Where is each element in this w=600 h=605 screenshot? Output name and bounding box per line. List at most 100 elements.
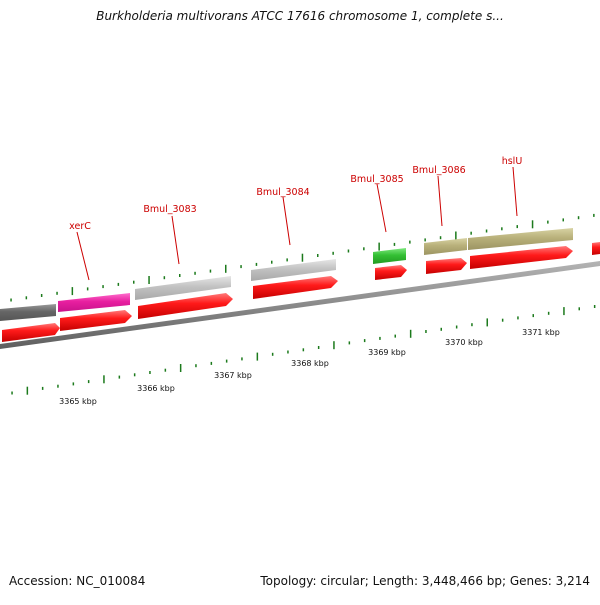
cds-arrow-xerC[interactable] [60,310,132,331]
outer-tick-mark [163,276,166,280]
ruler-tick-mark [118,375,121,379]
ruler-tick-mark [578,307,580,311]
outer-tick-mark [516,225,518,229]
outer-tick-mark [301,253,304,262]
leader-Bmul-3083 [171,215,180,265]
ruler-tick-mark [394,334,396,338]
outer-tick-mark [271,260,273,264]
leader-hslU [512,166,518,217]
accession-text: Accession: NC_010084 [9,574,146,588]
ruler-tick-mark [333,341,335,350]
outer-tick-mark [393,242,396,246]
gene-label-Bmul-3083[interactable]: Bmul_3083 [143,204,196,215]
cds-arrow-1[interactable] [2,323,60,342]
gene-labels: xerC Bmul_3083 Bmul_3084 Bmul_3085 Bmul_… [69,156,522,232]
ruler-tick-mark [379,336,381,340]
cds-track [2,242,600,342]
gene-label-Bmul-3086[interactable]: Bmul_3086 [412,165,465,176]
ruler-tick-mark [363,339,366,343]
ruler-tick-mark [563,307,565,316]
outer-tick-track [10,213,595,302]
outer-tick-mark [71,287,74,296]
ruler-tick-mark [486,318,488,327]
gene-label-xerC[interactable]: xerC [69,221,91,232]
feature-block-xerC[interactable] [58,293,130,312]
outer-tick-mark [455,231,457,240]
ruler-tick-mark [57,384,59,388]
feature-block-hslU[interactable] [468,228,573,250]
outer-tick-mark [148,276,150,284]
outer-tick-mark [501,227,503,231]
outer-tick-mark [255,262,258,266]
ruler-tick-mark [179,364,182,372]
cds-arrow-Bmul-3086[interactable] [426,258,467,274]
feature-track [0,228,573,321]
cds-arrow-Bmul-3085[interactable] [375,265,407,280]
genome-stats-text: Topology: circular; Length: 3,448,466 bp… [260,574,590,588]
outer-tick-mark [378,242,380,251]
ruler-tick-mark [471,323,473,327]
ruler-tick-mark [501,318,504,322]
ruler-tick-mark [164,368,167,372]
ruler-labels: 3365 kbp 3366 kbp 3367 kbp 3368 kbp 3369… [59,328,560,406]
gene-label-Bmul-3085[interactable]: Bmul_3085 [350,174,403,185]
ruler-tick-mark [287,350,289,354]
feature-block-Bmul-3086[interactable] [424,238,467,255]
outer-tick-mark [593,213,595,217]
outer-tick-mark [194,271,196,275]
ruler-tick-mark [455,325,458,329]
ruler-tick-mark [517,316,519,320]
ruler-tick-mark [72,382,75,386]
ruler-label-3368: 3368 kbp [291,359,329,368]
cds-arrow-hslU[interactable] [470,246,573,269]
outer-tick-mark [485,229,488,233]
ruler-tick-mark [256,352,259,361]
outer-tick-mark [225,264,227,273]
ruler-label-3367: 3367 kbp [214,371,252,380]
ruler-tick-track [11,305,596,395]
leader-xerC [76,231,90,281]
chromosome-backbone [0,261,600,349]
ruler-tick-mark [440,327,442,331]
feature-block-Bmul-3083[interactable] [135,276,231,300]
gene-label-leaders [76,166,518,281]
outer-tick-mark [56,291,58,295]
ruler-tick-mark [409,329,412,338]
cds-arrow-right-edge[interactable] [592,242,600,255]
ruler-label-3365: 3365 kbp [59,397,97,406]
ruler-tick-mark [593,305,596,308]
ruler-tick-mark [149,371,151,374]
ruler-tick-mark [195,364,197,368]
gene-label-Bmul-3084[interactable]: Bmul_3084 [256,187,309,198]
outer-tick-mark [133,280,135,284]
ruler-tick-mark [225,359,228,363]
ruler-tick-mark [532,314,534,318]
cds-arrow-Bmul-3083[interactable] [138,293,233,319]
ruler-label-3371: 3371 kbp [522,328,560,337]
outer-tick-mark [317,254,319,257]
leader-Bmul-3084 [282,196,291,246]
outer-tick-mark [209,269,212,273]
feature-block-Bmul-3084[interactable] [251,259,336,281]
gene-label-hslU[interactable]: hslU [502,156,523,167]
ruler-tick-mark [210,361,213,365]
outer-tick-mark [547,220,549,224]
cds-arrow-Bmul-3084[interactable] [253,276,338,299]
feature-block-Bmul-3085[interactable] [373,248,406,264]
ruler-tick-mark [348,341,351,345]
outer-tick-mark [86,287,89,291]
leader-Bmul-3086 [437,175,443,227]
outer-tick-mark [286,258,288,262]
ruler-label-3369: 3369 kbp [368,348,406,357]
outer-tick-mark [562,218,564,222]
ruler-tick-mark [26,386,29,395]
ruler-tick-mark [547,311,550,315]
outer-tick-mark [25,296,28,300]
outer-tick-mark [347,249,350,253]
outer-tick-mark [409,240,411,244]
leader-Bmul-3085 [376,183,387,233]
outer-tick-mark [179,274,181,277]
feature-block-gray-left[interactable] [0,304,56,321]
ruler-tick-mark [317,346,320,349]
